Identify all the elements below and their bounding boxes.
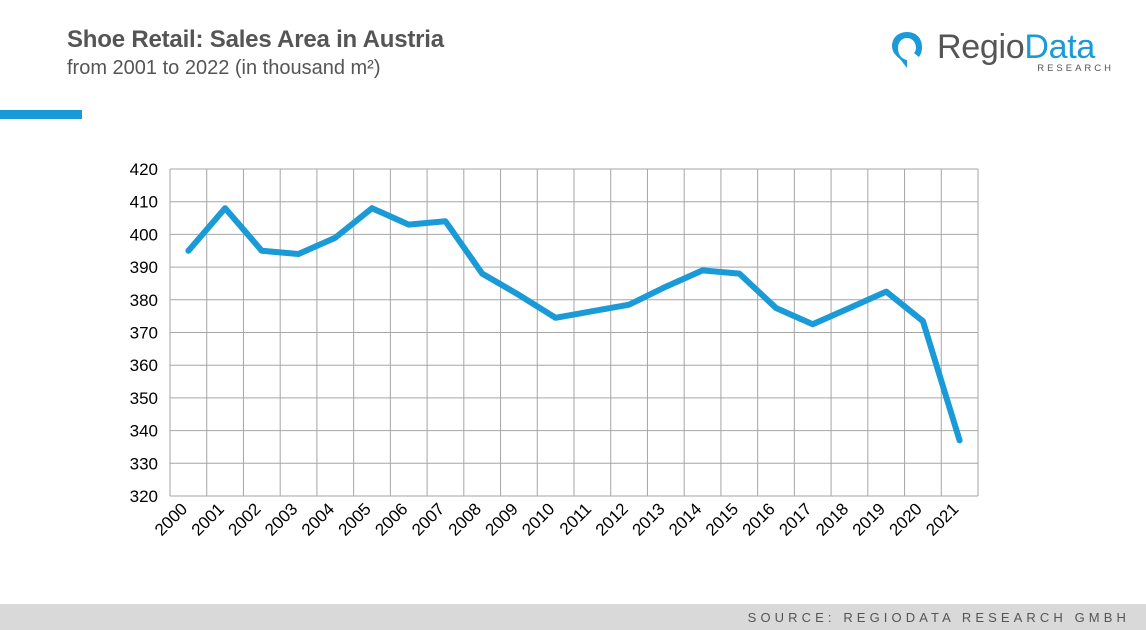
data-point xyxy=(334,237,336,239)
accent-bar xyxy=(0,110,82,119)
y-tick-label: 360 xyxy=(130,356,158,375)
x-tick-label: 2004 xyxy=(298,499,338,539)
data-point xyxy=(812,323,814,325)
x-tick-label: 2003 xyxy=(261,499,301,539)
x-tick-label: 2016 xyxy=(739,499,779,539)
x-tick-label: 2011 xyxy=(556,499,595,538)
x-tick-label: 2017 xyxy=(775,499,815,539)
x-tick-label: 2010 xyxy=(518,499,558,539)
data-point xyxy=(628,304,630,306)
x-tick-label: 2006 xyxy=(371,499,411,539)
page-subtitle: from 2001 to 2022 (in thousand m²) xyxy=(67,57,381,79)
data-point xyxy=(298,253,300,255)
data-point xyxy=(555,317,557,319)
logo: RegioData RESEARCH xyxy=(890,28,1120,78)
x-tick-label: 2007 xyxy=(408,499,448,539)
data-point xyxy=(444,220,446,222)
x-tick-label: 2018 xyxy=(812,499,852,539)
data-point xyxy=(848,307,850,309)
series-line xyxy=(185,205,963,444)
y-tick-label: 350 xyxy=(130,389,158,408)
data-point xyxy=(481,273,483,275)
x-tick-label: 2021 xyxy=(922,499,962,539)
data-point xyxy=(922,320,924,322)
y-tick-label: 390 xyxy=(130,258,158,277)
x-tick-label: 2014 xyxy=(665,499,705,539)
x-tick-label: 2015 xyxy=(702,499,742,539)
x-tick-label: 2005 xyxy=(335,499,375,539)
data-point xyxy=(187,250,189,252)
y-tick-label: 370 xyxy=(130,324,158,343)
y-tick-label: 320 xyxy=(130,487,158,506)
footer-bar: SOURCE: REGIODATA RESEARCH GMBH xyxy=(0,604,1146,630)
data-point xyxy=(885,291,887,293)
x-tick-label: 2019 xyxy=(849,499,889,539)
logo-text-data: Data xyxy=(1024,28,1095,66)
x-tick-label: 2009 xyxy=(482,499,522,539)
x-tick-label: 2001 xyxy=(188,499,228,539)
x-tick-label: 2002 xyxy=(224,499,264,539)
y-tick-label: 420 xyxy=(130,160,158,179)
y-tick-label: 330 xyxy=(130,454,158,473)
x-tick-label: 2008 xyxy=(445,499,485,539)
data-point xyxy=(371,207,373,209)
x-tick-label: 2013 xyxy=(628,499,668,539)
data-point xyxy=(959,439,961,441)
data-point xyxy=(261,250,263,252)
page-title: Shoe Retail: Sales Area in Austria xyxy=(67,26,444,53)
data-point xyxy=(738,273,740,275)
data-point xyxy=(224,207,226,209)
data-point xyxy=(408,224,410,226)
x-tick-label: 2012 xyxy=(592,499,632,539)
data-point xyxy=(518,294,520,296)
y-tick-label: 380 xyxy=(130,291,158,310)
line-chart: 3203303403503603703803904004104202000200… xyxy=(130,160,979,540)
logo-text-regio: Regio xyxy=(937,28,1025,66)
data-point xyxy=(665,286,667,288)
map-pin-icon xyxy=(892,32,922,68)
y-tick-label: 400 xyxy=(130,225,158,244)
source-text: SOURCE: REGIODATA RESEARCH GMBH xyxy=(747,610,1130,625)
y-tick-label: 340 xyxy=(130,422,158,441)
y-tick-label: 410 xyxy=(130,193,158,212)
data-point xyxy=(702,269,704,271)
data-point xyxy=(775,307,777,309)
data-point xyxy=(591,310,593,312)
x-tick-label: 2020 xyxy=(886,499,926,539)
logo-subtitle: RESEARCH xyxy=(1037,63,1114,74)
